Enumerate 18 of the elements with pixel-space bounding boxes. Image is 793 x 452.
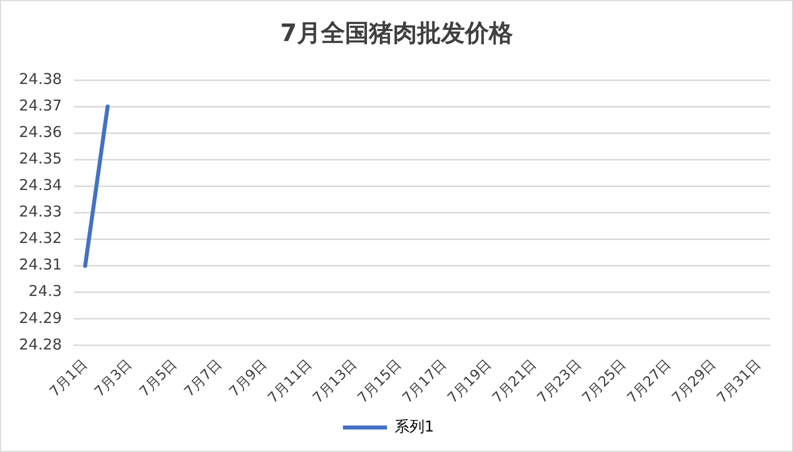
y-tick-label: 24.34 [18, 176, 62, 194]
y-tick-label: 24.37 [18, 96, 62, 114]
y-tick-label: 24.33 [18, 202, 62, 221]
y-tick-label: 24.3 [28, 282, 62, 300]
x-tick-label: 7月31日 [714, 356, 764, 406]
y-tick-label: 24.32 [18, 229, 62, 248]
legend-label: 系列1 [394, 417, 434, 436]
y-tick-label: 24.38 [18, 70, 62, 88]
x-tick-label: 7月3日 [92, 356, 136, 400]
x-tick-label: 7月5日 [136, 356, 180, 400]
y-tick-label: 24.29 [18, 308, 62, 327]
y-tick-label: 24.36 [18, 122, 62, 141]
y-tick-label: 24.28 [18, 335, 62, 354]
chart-title: 7月全国猪肉批发价格 [279, 18, 514, 49]
x-tick-label: 7月1日 [46, 356, 91, 400]
y-tick-label: 24.31 [18, 256, 62, 274]
y-tick-label: 24.35 [18, 150, 62, 168]
x-tick-label: 7月7日 [182, 356, 226, 400]
